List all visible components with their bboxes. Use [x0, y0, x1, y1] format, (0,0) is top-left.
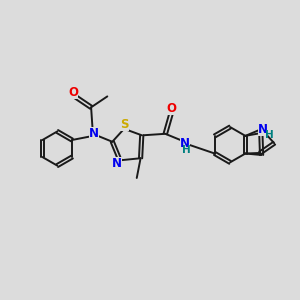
Text: H: H — [265, 130, 274, 140]
Text: N: N — [89, 127, 99, 140]
Text: N: N — [112, 157, 122, 170]
Text: S: S — [120, 118, 129, 131]
Text: N: N — [180, 137, 190, 150]
Text: H: H — [182, 145, 191, 155]
Text: O: O — [68, 86, 78, 99]
Text: N: N — [258, 124, 268, 136]
Text: O: O — [166, 102, 176, 115]
